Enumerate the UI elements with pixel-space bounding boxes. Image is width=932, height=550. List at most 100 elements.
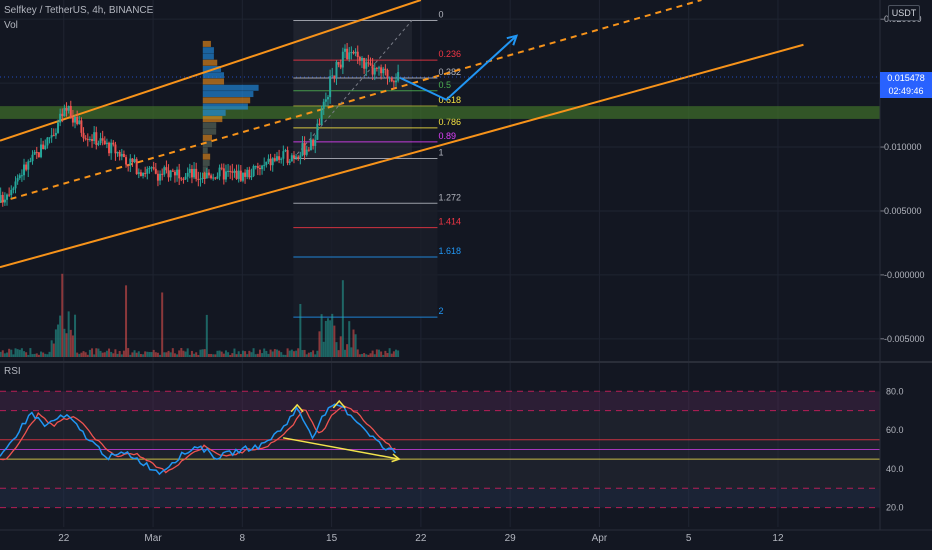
volume-bar [112, 353, 115, 357]
volume-bar [267, 353, 270, 357]
volume-bar [369, 353, 372, 357]
volume-bar [218, 350, 221, 357]
volume-bar [233, 348, 236, 357]
candle-body [224, 171, 227, 180]
volume-bar [227, 352, 230, 357]
volume-bar [97, 348, 100, 357]
candle-body [199, 178, 202, 180]
candle-body [348, 52, 351, 60]
currency-button[interactable]: USDT [888, 5, 920, 21]
volume-label[interactable]: Vol [4, 20, 18, 31]
fib-level-label: 0 [438, 9, 443, 19]
candle-body [135, 159, 138, 174]
candle-body [352, 52, 355, 54]
candle-body [329, 76, 332, 98]
candle-body [27, 161, 30, 170]
volume-profile-bar [202, 47, 214, 54]
candle-body [299, 155, 302, 159]
volume-bar [54, 329, 57, 357]
volume-bar [31, 354, 34, 357]
volume-bar [127, 348, 130, 357]
candle-body [254, 166, 257, 168]
rsi-label[interactable]: RSI [4, 366, 21, 377]
volume-bar [67, 311, 70, 357]
candle-body [267, 158, 270, 162]
candle-body [231, 171, 234, 173]
candle-body [360, 57, 363, 61]
volume-bar [278, 350, 281, 357]
volume-bar [214, 354, 217, 357]
candle-body [280, 158, 283, 160]
volume-bar [254, 354, 257, 357]
volume-bar [252, 348, 255, 357]
forecast-arrowhead [506, 34, 519, 46]
price-axis-label: 0.010000 [884, 142, 922, 152]
candle-body [116, 151, 119, 154]
volume-bar [74, 314, 77, 357]
candle-body [50, 135, 53, 138]
rsi-axis-label: 60.0 [886, 425, 904, 435]
candle-body [216, 176, 219, 179]
volume-bar [86, 354, 89, 357]
volume-bar [273, 349, 276, 357]
candle-body [133, 159, 136, 163]
candle-body [10, 189, 13, 196]
candle-body [297, 156, 300, 159]
volume-bar [99, 350, 102, 357]
volume-bar [133, 350, 136, 357]
rsi-overbought-band [0, 391, 880, 411]
volume-bar [129, 354, 132, 357]
volume-bar [148, 351, 151, 357]
candle-body [212, 177, 215, 179]
volume-bar [29, 348, 32, 357]
candle-body [282, 151, 285, 159]
candle-body [12, 188, 15, 190]
volume-bar [358, 354, 361, 357]
volume-bar [346, 344, 349, 357]
volume-bar [356, 349, 359, 357]
volume-profile-bar [202, 109, 226, 116]
volume-bar [286, 348, 289, 357]
volume-bar [78, 353, 81, 357]
candle-body [131, 158, 134, 163]
candle-body [305, 149, 308, 155]
candle-body [42, 144, 45, 150]
volume-bar [312, 350, 315, 357]
candle-body [248, 169, 251, 178]
volume-bar [42, 352, 45, 357]
volume-bar [299, 303, 302, 357]
rsi-panel[interactable] [0, 390, 880, 509]
candle-body [346, 48, 349, 60]
volume-profile-bar [202, 147, 208, 154]
price-panel[interactable]: 0 0.236 0.382 0.5 0.618 0.786 0.89 1 1.272 1.414 1… [0, 0, 880, 357]
candle-body [256, 166, 259, 168]
volume-bar [48, 351, 51, 357]
candle-body [312, 139, 315, 146]
volume-bar [0, 351, 2, 357]
candle-body [59, 113, 62, 123]
candle-body [307, 149, 310, 151]
channel-lower-line [0, 43, 804, 269]
volume-bar [324, 320, 327, 357]
price-axis-label: -0.005000 [884, 334, 925, 344]
volume-bar [95, 348, 98, 357]
candle-body [337, 61, 340, 65]
candle-body [275, 156, 278, 161]
volume-bar [114, 349, 117, 357]
time-axis-label: 22 [415, 533, 427, 544]
rsi-top-mark [290, 403, 304, 413]
candle-body [382, 68, 385, 74]
candle-body [3, 199, 6, 203]
volume-bar [301, 350, 304, 357]
volume-bar [169, 352, 172, 357]
volume-bar [50, 340, 53, 357]
volume-bar [186, 348, 189, 357]
candle-body [152, 167, 155, 169]
candle-body [195, 168, 198, 179]
candle-body [137, 172, 140, 174]
candle-body [301, 143, 304, 156]
volume-bar [271, 351, 274, 357]
candle-body [273, 158, 276, 161]
symbol-title[interactable]: Selfkey / TetherUS, 4h, BINANCE [4, 5, 154, 16]
